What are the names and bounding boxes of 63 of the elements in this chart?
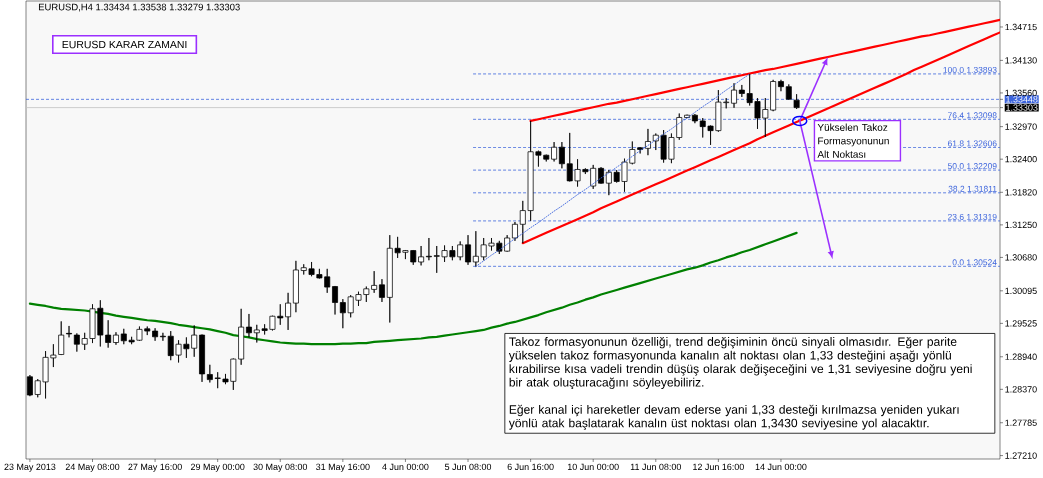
- y-tick-label: 1.31820: [1005, 189, 1037, 196]
- candlestick: [465, 234, 471, 266]
- candlestick: [418, 245, 425, 266]
- candlestick: [512, 221, 518, 242]
- ref-line-label: 0.0 1.30524: [952, 259, 997, 266]
- ref-line-label: 38.2 1.31811: [948, 185, 997, 192]
- candlestick: [152, 327, 159, 342]
- y-tick-label: 1.31250: [1005, 221, 1037, 229]
- x-tick-label: 24 May 08:00: [65, 463, 120, 472]
- candlestick: [159, 332, 166, 342]
- y-tick-label: 1.33303: [1006, 104, 1038, 111]
- candlestick: [785, 84, 792, 101]
- candlestick: [58, 320, 65, 356]
- candlestick: [66, 325, 72, 338]
- candlestick: [332, 285, 338, 315]
- y-tick-label: 1.30095: [1005, 287, 1037, 294]
- y-tick-label: 1.30680: [1005, 254, 1037, 261]
- x-tick-label: 31 May 16:00: [316, 463, 370, 472]
- candlestick: [246, 313, 252, 338]
- candlestick: [558, 141, 565, 169]
- ref-line-label: 23.6 1.31319: [947, 213, 997, 220]
- x-tick-label: 6 Jun 16:00: [507, 463, 554, 471]
- x-tick-label: 10 Jun 00:00: [567, 463, 619, 471]
- x-tick-label: 27 May 16:00: [128, 463, 182, 472]
- y-tick-label: 1.33560: [1005, 89, 1037, 97]
- y-tick-label: 1.29525: [1005, 320, 1037, 327]
- x-tick-label: 11 Jun 08:00: [630, 463, 682, 471]
- candlestick: [793, 93, 800, 110]
- y-tick-label: 1.32400: [1005, 156, 1037, 163]
- y-tick-label: 1.34130: [1005, 57, 1037, 64]
- candlestick: [26, 374, 33, 397]
- y-tick-label: 1.27785: [1005, 419, 1037, 426]
- y-tick-label: 1.32970: [1005, 123, 1037, 130]
- y-tick-label: 1.33448: [1006, 96, 1038, 103]
- candlestick: [598, 166, 604, 185]
- y-tick-label: 1.28370: [1005, 386, 1037, 393]
- candlestick: [379, 278, 385, 303]
- candlestick: [113, 331, 119, 346]
- ref-line-label: 76.4 1.33098: [948, 112, 997, 119]
- x-tick-label: 30 May 08:00: [253, 463, 308, 472]
- candlestick: [285, 292, 292, 331]
- annotation: Yükselen Takoz Formasyonunun Alt Noktası: [817, 123, 889, 158]
- candlestick: [551, 141, 558, 162]
- candlestick: [778, 79, 784, 92]
- y-tick-label: 1.28940: [1005, 353, 1037, 360]
- x-tick-label: 14 Jun 00:00: [755, 463, 807, 471]
- ref-line-label: 50.0 1.32209: [947, 163, 997, 170]
- annotation: EURUSD KARAR ZAMANI: [62, 40, 187, 49]
- y-tick-label: 1.27210: [1005, 452, 1037, 459]
- annotation: Eğer kanal içi hareketler devam ederse yani 1,33 desteği kırılmazsa yeniden yukarı yönlü atak başlatarak kanalın üst noktası olan 1,3430 seviyesine yol alacaktır.: [508, 404, 959, 430]
- x-tick-label: 23 May 2013: [4, 463, 56, 472]
- x-tick-label: 4 Jun 00:00: [382, 463, 429, 471]
- candlestick: [425, 237, 432, 261]
- ref-line-label: 61.8 1.32606: [948, 140, 997, 147]
- y-tick-label: 1.34715: [1005, 23, 1037, 31]
- x-tick-label: 5 Jun 08:00: [444, 463, 492, 471]
- x-tick-label: 12 Jun 16:00: [693, 463, 744, 471]
- candlestick: [731, 82, 737, 109]
- ref-line-label: 100.0 1.33893: [943, 66, 997, 73]
- chart-title: EURUSD,H4 1.33434 1.33538 1.33279 1.33303: [38, 3, 240, 12]
- annotation: Takoz formasyonunun özelliği, trend değişiminin öncü sinyali olmasıdır. Eğer parite yükselen takoz formasyonunda kanalın alt noktası olan 1,33 desteğini aşağı yönlü kırabilirse kısa vadeli trendin düşüş olarak değişeceğini ve 1,31 seviyesine doğru yeni bir atak oluşturacağını söyleyebiliriz.: [508, 336, 972, 390]
- candlestick: [199, 334, 205, 383]
- x-tick-label: 29 May 00:00: [190, 463, 245, 472]
